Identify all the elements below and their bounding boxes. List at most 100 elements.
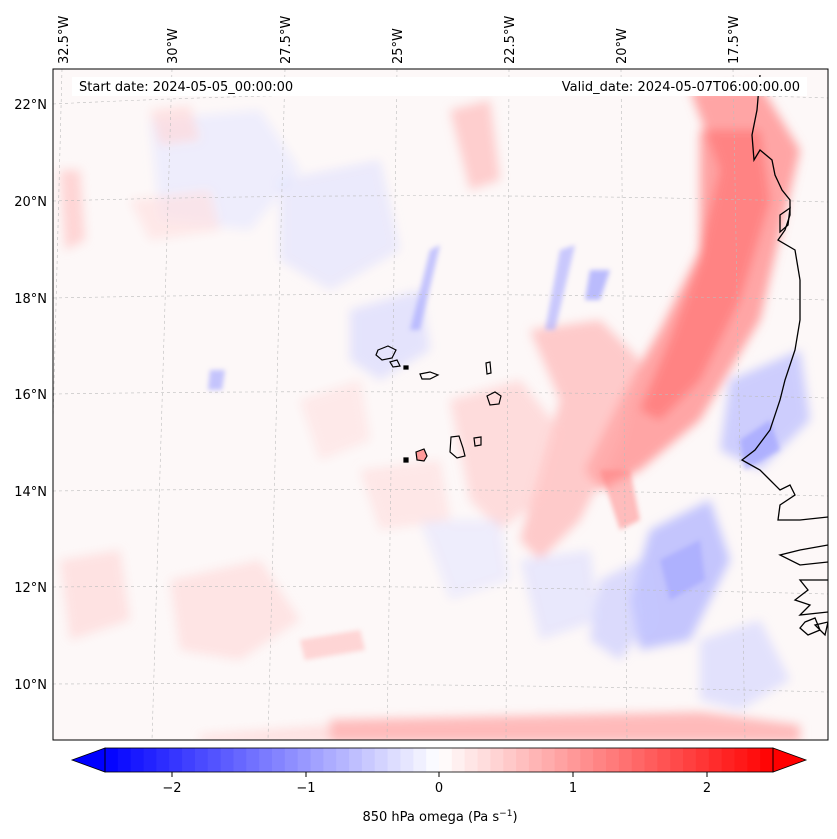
- colorbar-cell: [503, 748, 517, 772]
- colorbar-cell: [426, 748, 440, 772]
- colorbar-tick-label: −2: [162, 781, 181, 796]
- colorbar-cell: [606, 748, 620, 772]
- colorbar-cell: [361, 748, 376, 772]
- colorbar-cell: [156, 748, 170, 772]
- colorbar-cell: [593, 748, 607, 772]
- colorbar-cell: [349, 748, 363, 772]
- lon-tick-labels: 32.5°W 30°W 27.5°W 25°W 22.5°W 20°W 17.5…: [57, 16, 742, 64]
- map-frame: [52, 68, 829, 741]
- island-santa-luzia: [403, 365, 409, 370]
- island-brava: [403, 457, 409, 463]
- colorbar-cell: [182, 748, 196, 772]
- lat-tick: 20°N: [14, 195, 47, 210]
- colorbar-label: 850 hPa omega (Pa s−1): [362, 809, 517, 825]
- island-sao-vicente: [389, 359, 401, 368]
- colorbar: −2 −1 0 1 2 850 hPa omega (Pa s−1): [70, 747, 808, 825]
- colorbar-cell: [105, 748, 119, 772]
- colorbar-tick-label: −1: [296, 781, 315, 796]
- colorbar-cell: [721, 748, 736, 772]
- colorbar-cell: [246, 748, 260, 772]
- lat-tick: 12°N: [14, 581, 47, 596]
- lon-tick: 32.5°W: [57, 16, 72, 64]
- island-santiago: [449, 435, 466, 459]
- colorbar-tick-label: 0: [435, 781, 443, 796]
- colorbar-tick-label: 1: [569, 781, 577, 796]
- colorbar-tick-label: 2: [703, 781, 711, 796]
- colorbar-cell: [310, 748, 324, 772]
- lon-tick: 25°W: [391, 28, 406, 64]
- island-sal: [485, 361, 492, 375]
- header-strip: [72, 77, 807, 96]
- island-santo-antao: [375, 345, 397, 361]
- colorbar-cell: [657, 748, 671, 772]
- lon-tick: 17.5°W: [727, 16, 742, 64]
- colorbar-cell: [631, 748, 646, 772]
- colorbar-cell: [272, 748, 286, 772]
- colorbar-cell: [760, 748, 774, 772]
- colorbar-cell: [490, 748, 504, 772]
- colorbar-cell: [297, 748, 312, 772]
- colorbar-cell: [413, 748, 427, 772]
- colorbar-extend-high: [772, 747, 808, 773]
- colorbar-cell: [400, 748, 414, 772]
- colorbar-cell: [143, 748, 157, 772]
- colorbar-cell: [683, 748, 697, 772]
- lat-tick-labels: 22°N 20°N 18°N 16°N 14°N 12°N 10°N: [14, 98, 47, 693]
- colorbar-cell: [567, 748, 581, 772]
- colorbar-ticks: [171, 772, 708, 777]
- lon-tick: 30°W: [166, 28, 181, 64]
- colorbar-cell: [528, 748, 543, 772]
- colorbar-cell: [169, 748, 183, 772]
- colorbar-cell: [207, 748, 222, 772]
- colorbar-cell: [220, 748, 235, 772]
- colorbar-cell: [708, 748, 723, 772]
- colorbar-cell: [541, 748, 556, 772]
- colorbar-cell: [477, 748, 491, 772]
- colorbar-cell: [464, 748, 479, 772]
- colorbar-cell: [695, 748, 710, 772]
- graticule: [53, 69, 828, 740]
- colorbar-cell: [451, 748, 466, 772]
- omega-field: [60, 85, 810, 740]
- colorbar-cell: [747, 748, 761, 772]
- cape-verde-islands: [375, 345, 502, 463]
- start-date-label: Start date: 2024-05-05_00:00:00: [79, 80, 293, 95]
- lon-tick: 20°W: [615, 28, 630, 64]
- lat-tick: 10°N: [14, 678, 47, 693]
- africa-coast-south: [778, 544, 828, 637]
- colorbar-cell: [644, 748, 658, 772]
- lat-tick: 18°N: [14, 292, 47, 307]
- colorbar-cell: [670, 748, 684, 772]
- colorbar-cell: [387, 748, 402, 772]
- coastline: [740, 74, 828, 637]
- colorbar-cell: [259, 748, 273, 772]
- colorbar-cell: [554, 748, 569, 772]
- lat-tick: 16°N: [14, 388, 47, 403]
- island-boa-vista: [486, 391, 502, 406]
- colorbar-cells: [105, 748, 774, 772]
- island-sao-nicolau: [419, 371, 440, 380]
- colorbar-cell: [580, 748, 594, 772]
- lon-tick: 27.5°W: [279, 16, 294, 64]
- colorbar-extend-low: [70, 747, 106, 773]
- colorbar-cell: [336, 748, 350, 772]
- colorbar-cell: [130, 748, 145, 772]
- colorbar-cell: [374, 748, 389, 772]
- map-panel: Start date: 2024-05-05_00:00:00 Valid_da…: [53, 69, 828, 740]
- colorbar-cell: [284, 748, 299, 772]
- africa-coast: [740, 74, 828, 521]
- colorbar-cell: [734, 748, 748, 772]
- colorbar-cell: [516, 748, 530, 772]
- colorbar-cell: [233, 748, 247, 772]
- omega-streaks: [208, 245, 780, 660]
- colorbar-cell: [618, 748, 633, 772]
- colorbar-cell: [439, 748, 453, 772]
- lat-tick: 14°N: [14, 485, 47, 500]
- colorbar-cell: [323, 748, 337, 772]
- valid-date-label: Valid_date: 2024-05-07T06:00:00.00: [562, 80, 800, 95]
- colorbar-cell: [194, 748, 209, 772]
- lat-tick: 22°N: [14, 98, 47, 113]
- colorbar-cell: [117, 748, 132, 772]
- island-maio: [473, 436, 482, 447]
